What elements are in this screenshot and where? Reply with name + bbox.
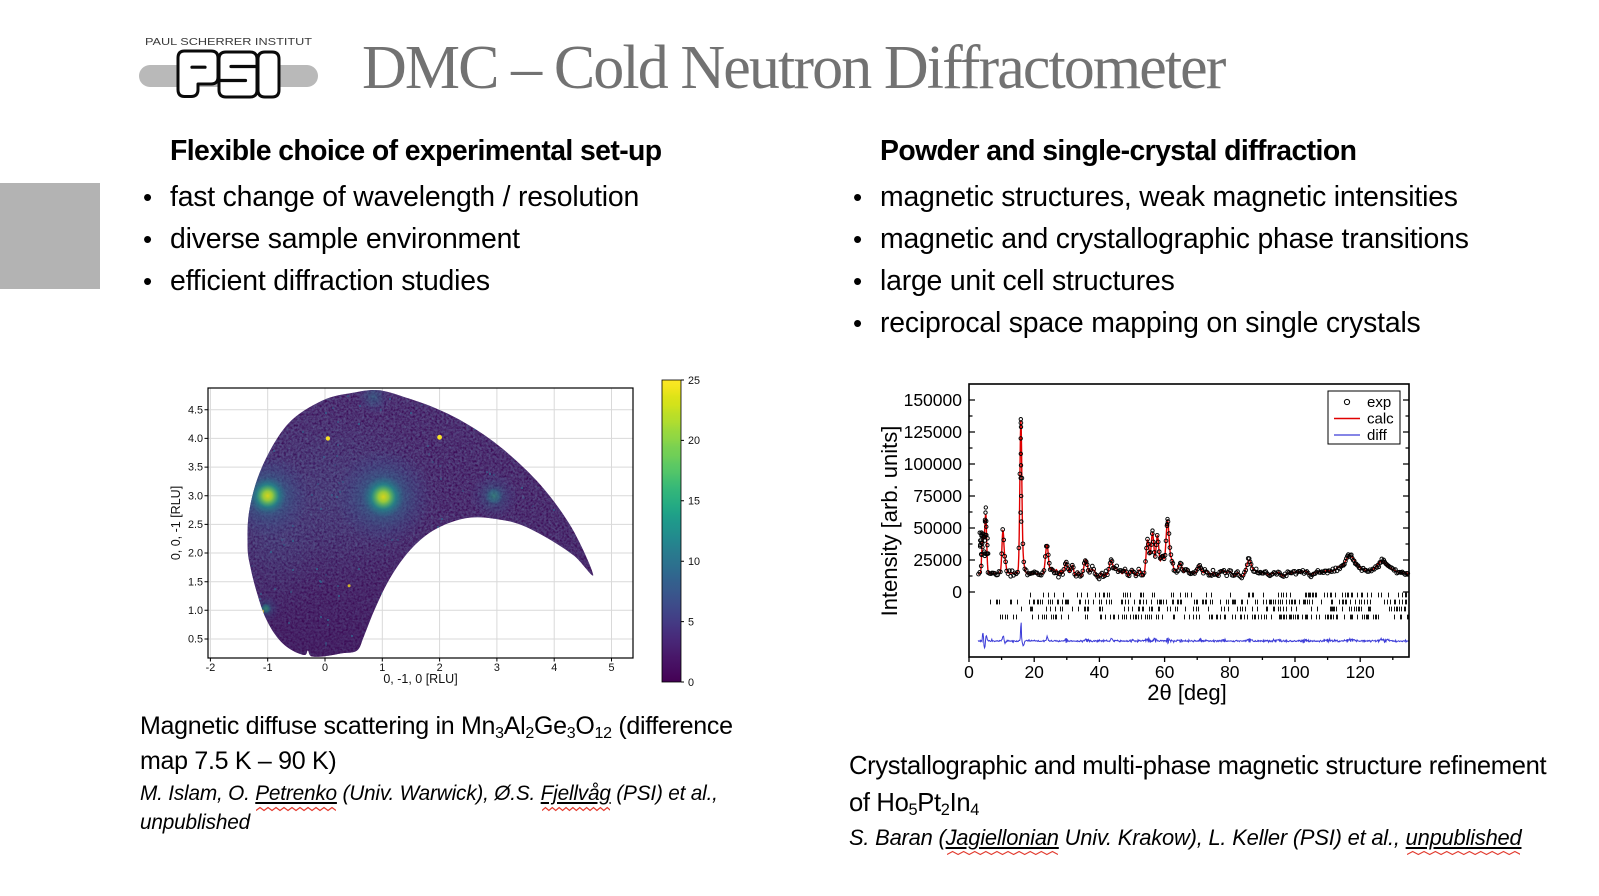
svg-text:0: 0: [688, 677, 694, 689]
svg-text:2.0: 2.0: [188, 548, 203, 560]
svg-text:0: 0: [964, 662, 974, 682]
svg-text:75000: 75000: [913, 486, 962, 506]
svg-text:0: 0: [322, 662, 328, 674]
svg-text:80: 80: [1220, 662, 1240, 682]
svg-text:Intensity [arb. units]: Intensity [arb. units]: [877, 426, 902, 617]
svg-text:40: 40: [1090, 662, 1110, 682]
svg-text:0.5: 0.5: [188, 634, 203, 646]
svg-text:50000: 50000: [913, 518, 962, 538]
svg-text:25000: 25000: [913, 550, 962, 570]
svg-text:10: 10: [688, 556, 700, 568]
svg-text:20: 20: [688, 435, 700, 447]
svg-text:2: 2: [437, 662, 443, 674]
svg-text:4.5: 4.5: [188, 404, 203, 416]
svg-text:120: 120: [1346, 662, 1375, 682]
svg-text:4: 4: [551, 662, 557, 674]
svg-text:3: 3: [494, 662, 500, 674]
svg-text:1.0: 1.0: [188, 605, 203, 617]
svg-text:0, -1, 0 [RLU]: 0, -1, 0 [RLU]: [383, 672, 457, 686]
svg-text:3.0: 3.0: [188, 490, 203, 502]
svg-text:calc: calc: [1367, 411, 1394, 428]
svg-text:60: 60: [1155, 662, 1175, 682]
svg-text:25: 25: [688, 375, 700, 387]
svg-text:15: 15: [688, 496, 700, 508]
svg-text:100000: 100000: [904, 454, 963, 474]
svg-text:100: 100: [1280, 662, 1309, 682]
svg-text:diff: diff: [1367, 427, 1388, 444]
svg-text:0: 0: [952, 582, 962, 602]
svg-text:-2: -2: [206, 662, 216, 674]
svg-text:150000: 150000: [904, 390, 963, 410]
svg-text:PAUL SCHERRER INSTITUT: PAUL SCHERRER INSTITUT: [145, 36, 313, 48]
svg-text:-1: -1: [263, 662, 273, 674]
svg-text:3.5: 3.5: [188, 462, 203, 474]
svg-text:1.5: 1.5: [188, 576, 203, 588]
svg-text:5: 5: [608, 662, 614, 674]
svg-text:1: 1: [379, 662, 385, 674]
svg-text:0, 0, -1 [RLU]: 0, 0, -1 [RLU]: [169, 486, 183, 560]
svg-text:2.5: 2.5: [188, 519, 203, 531]
svg-text:125000: 125000: [904, 422, 963, 442]
svg-text:exp: exp: [1367, 394, 1391, 411]
svg-text:20: 20: [1024, 662, 1044, 682]
svg-text:5: 5: [688, 616, 694, 628]
svg-text:2θ [deg]: 2θ [deg]: [1147, 680, 1227, 705]
svg-text:4.0: 4.0: [188, 433, 203, 445]
